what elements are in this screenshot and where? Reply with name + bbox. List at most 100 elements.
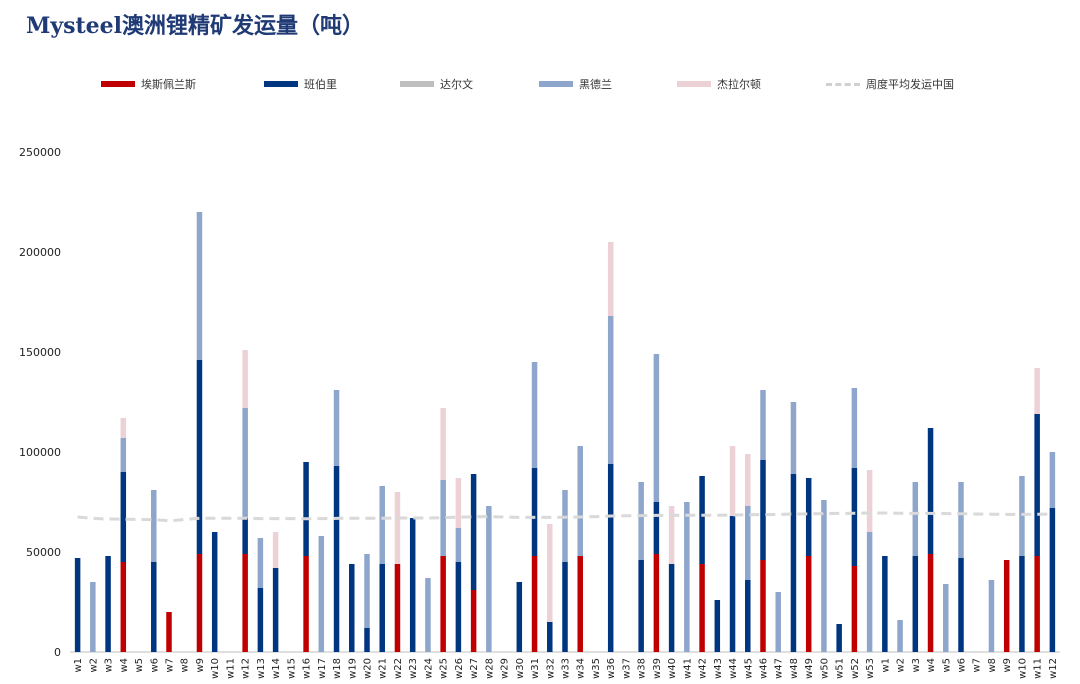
legend-label-bunbury: 班伯里	[304, 78, 337, 91]
bar-segment-hedland	[379, 486, 385, 564]
x-tick-label: w9	[195, 658, 206, 673]
bar-segment-esperance	[394, 564, 401, 652]
bar-segment-esperance	[242, 554, 248, 652]
x-tick-label: w6	[957, 658, 968, 673]
bar-segment-hedland	[897, 620, 903, 652]
bar-segment-esperance	[699, 564, 705, 652]
bar-segment-esperance	[303, 556, 309, 652]
bar-segment-hedland	[364, 554, 370, 628]
x-tick-label: w47	[774, 658, 785, 679]
x-tick-label: w51	[835, 658, 846, 679]
bar-segment-hedland	[120, 438, 127, 472]
bar-segment-bunbury	[272, 568, 279, 652]
bar-segment-geraldton	[866, 470, 873, 532]
bar-segment-bunbury	[851, 468, 858, 566]
legend-label-geraldton: 杰拉尔顿	[717, 78, 761, 91]
bar-segment-bunbury	[409, 518, 416, 652]
legend-swatch-geraldton	[677, 81, 711, 87]
x-tick-label: w4	[119, 658, 130, 673]
x-tick-label: w12	[241, 658, 252, 679]
bar-segment-hedland	[958, 482, 964, 558]
bar-segment-bunbury	[74, 558, 81, 652]
bar-segment-hedland	[912, 482, 919, 556]
legend-item-esperance: 埃斯佩兰斯	[101, 76, 196, 92]
bar-segment-bunbury	[257, 588, 264, 652]
legend-swatch-bunbury	[264, 81, 298, 87]
bar-segment-hedland	[531, 362, 538, 468]
bar-segment-hedland	[440, 480, 446, 556]
bar-segment-hedland	[562, 490, 568, 562]
bar-segment-esperance	[577, 556, 583, 652]
x-tick-label: w30	[515, 658, 526, 679]
bar-segment-geraldton	[1034, 368, 1040, 414]
legend-swatch-weekly-average	[826, 82, 860, 86]
bar-segment-geraldton	[242, 350, 248, 408]
x-tick-label: w1	[73, 658, 84, 673]
legend: 埃斯佩兰斯 班伯里 达尔文 黑德兰 杰拉尔顿 周度平均发运中国	[0, 76, 1080, 96]
x-tick-label: w24	[423, 658, 434, 679]
bar-segment-bunbury	[547, 622, 553, 652]
x-tick-label: w12	[1048, 658, 1059, 679]
bar-segment-bunbury	[470, 474, 477, 590]
bar-segment-bunbury	[745, 580, 751, 652]
bar-segment-hedland	[653, 354, 660, 502]
bar-segment-bunbury	[805, 478, 812, 556]
bar-segment-hedland	[318, 536, 325, 652]
bar-segment-hedland	[151, 490, 157, 562]
bar-segment-esperance	[653, 554, 660, 652]
x-tick-label: w53	[865, 658, 876, 679]
x-tick-label: w43	[713, 658, 724, 679]
y-tick-label: 50000	[26, 546, 61, 559]
bar-segment-bunbury	[927, 428, 934, 554]
x-tick-label: w13	[256, 658, 267, 679]
legend-swatch-darwin	[400, 81, 434, 87]
bar-segment-bunbury	[303, 462, 309, 556]
x-tick-label: w19	[347, 658, 358, 679]
bar-segment-bunbury	[638, 560, 644, 652]
bar-segment-hedland	[196, 212, 203, 360]
bar-segment-hedland	[866, 532, 873, 652]
bar-segment-bunbury	[349, 564, 355, 652]
bar-segment-hedland	[455, 528, 462, 562]
bar-segment-esperance	[851, 566, 858, 652]
bar-segment-bunbury	[333, 466, 340, 652]
x-tick-label: w3	[911, 658, 922, 673]
bar-segment-bunbury	[516, 582, 523, 652]
bar-segment-geraldton	[745, 454, 751, 506]
bar-segment-hedland	[242, 408, 248, 518]
x-tick-label: w42	[698, 658, 709, 679]
bar-segment-bunbury	[607, 464, 614, 652]
y-tick-label: 200000	[19, 246, 61, 259]
x-tick-label: w15	[286, 658, 297, 679]
x-tick-label: w3	[104, 658, 115, 673]
x-tick-label: w41	[682, 658, 693, 679]
x-tick-label: w44	[728, 658, 739, 679]
y-tick-label: 250000	[19, 146, 61, 159]
x-tick-label: w31	[530, 658, 541, 679]
bar-segment-bunbury	[668, 564, 675, 652]
x-tick-label: w6	[149, 658, 160, 673]
x-tick-label: w7	[972, 658, 983, 673]
bar-segment-geraldton	[668, 506, 675, 564]
x-tick-label: w10	[210, 658, 221, 679]
legend-label-hedland: 黑德兰	[579, 78, 612, 91]
bar-segment-esperance	[1003, 560, 1010, 652]
x-tick-label: w2	[88, 658, 99, 673]
y-tick-label: 150000	[19, 346, 61, 359]
bar-segment-hedland	[425, 578, 431, 652]
x-tick-label: w21	[378, 658, 389, 679]
bar-segment-bunbury	[760, 460, 766, 560]
x-tick-label: w14	[271, 658, 282, 679]
x-tick-label: w52	[850, 658, 861, 679]
y-tick-label: 100000	[19, 446, 61, 459]
bar-segment-hedland	[821, 500, 827, 652]
legend-item-weekly-average: 周度平均发运中国	[826, 76, 954, 92]
bar-segment-bunbury	[120, 472, 127, 562]
bar-segment-hedland	[1019, 476, 1025, 556]
bar-segment-hedland	[1049, 452, 1056, 508]
bar-segment-hedland	[790, 402, 797, 474]
bar-segment-esperance	[470, 590, 477, 652]
bar-segment-hedland	[638, 482, 644, 560]
x-tick-label: w36	[606, 658, 617, 679]
